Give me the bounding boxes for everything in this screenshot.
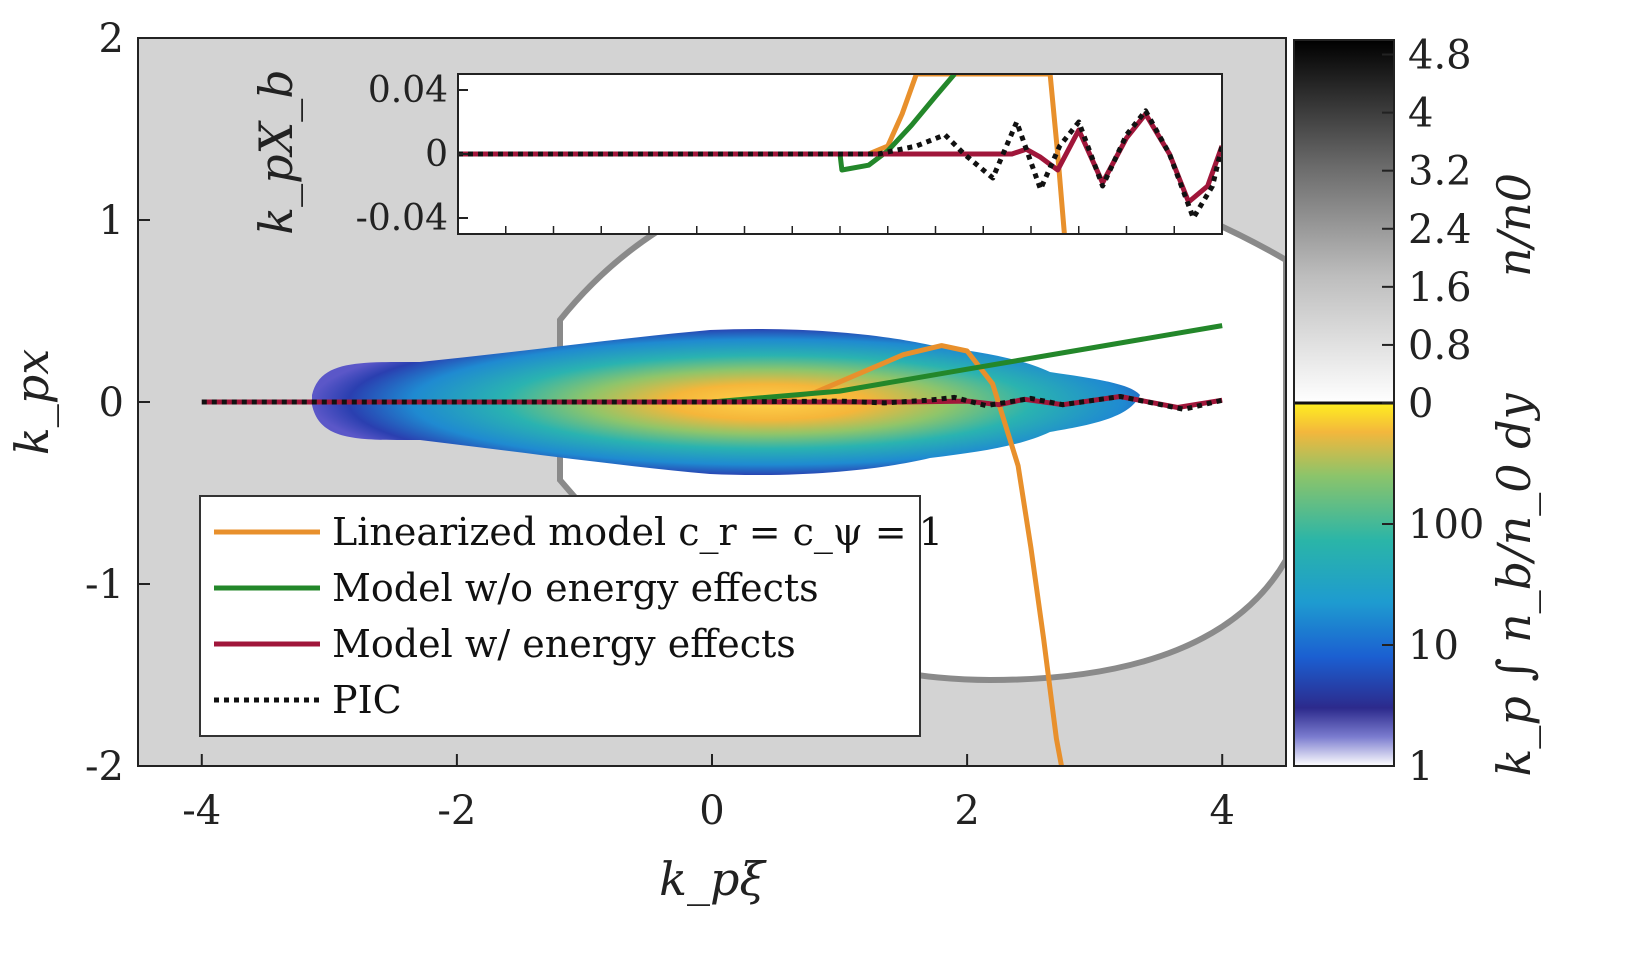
inset-y-tick-label: -0.04 [356, 198, 448, 239]
colorbar-upper-tick-label: 0 [1408, 381, 1433, 427]
y-tick-label: 0 [99, 380, 124, 426]
colorbar-upper-tick-label: 1.6 [1408, 265, 1472, 311]
y-tick-label: -2 [85, 744, 124, 790]
colorbar-upper-tick-label: 0.8 [1408, 323, 1472, 369]
legend-box [199, 495, 921, 737]
x-tick-label: 4 [1209, 788, 1234, 834]
legend-label-model-w-o-energy-effects: Model w/o energy effects [332, 566, 819, 610]
colorbar-upper-tick-label: 3.2 [1408, 149, 1472, 195]
legend-label-model-w-energy-effects: Model w/ energy effects [332, 622, 796, 666]
colorbar-lower-label: k_p ∫ n_b/n_0 dy [1487, 392, 1541, 776]
x-tick-label: -2 [437, 788, 476, 834]
colorbar-beam [1294, 403, 1394, 766]
y-tick-label: 1 [99, 198, 124, 244]
main-ticks: -4 -2 0 2 4 2 1 0 -1 -2 [85, 16, 1235, 834]
x-tick-label: 2 [954, 788, 979, 834]
colorbar-density [1294, 40, 1394, 403]
inset-y-tick-label: 0.04 [368, 70, 448, 111]
legend-label-linearized-model-c-r-c-1: Linearized model c_r = c_ψ = 1 [332, 510, 943, 555]
colorbar-lower-tick-label: 100 [1408, 502, 1484, 548]
y-axis-label: k_px [5, 349, 59, 455]
y-tick-label: -1 [85, 562, 124, 608]
inset-ticks: 0.04 0 -0.04 [356, 70, 1223, 239]
colorbar-lower-tick-label: 10 [1408, 623, 1459, 669]
x-tick-label: 0 [699, 788, 724, 834]
main-curves [201, 323, 1223, 766]
colorbar-upper-label: n/n0 [1487, 173, 1541, 277]
inset-y-axis-label: k_pX_b [249, 69, 303, 235]
legend-label-pic: PIC [332, 678, 402, 722]
inset-series-pic [458, 108, 1222, 221]
inset-curves [458, 74, 1222, 234]
y-tick-label: 2 [99, 16, 124, 62]
main-series-pic [201, 394, 1223, 412]
inset-y-tick-label: 0 [425, 134, 448, 175]
legend: Linearized model c_r = c_ψ = 1 Model w/o … [199, 495, 943, 737]
colorbar-upper-tick-label: 4.8 [1408, 33, 1472, 79]
main-series-model-w-o-energy-effects [711, 323, 1223, 405]
colorbar-upper-tick-label: 4 [1408, 91, 1433, 137]
x-axis-label: k_pξ [659, 852, 767, 906]
colorbar: 0 0.8 1.6 2.4 3.2 4 4.8 1 10 100 n/n0 k_p ∫ n_b/n… [1293, 33, 1541, 790]
x-tick-label: -4 [182, 788, 221, 834]
colorbar-lower-tick-label: 1 [1408, 744, 1433, 790]
colorbar-upper-tick-label: 2.4 [1408, 207, 1472, 253]
